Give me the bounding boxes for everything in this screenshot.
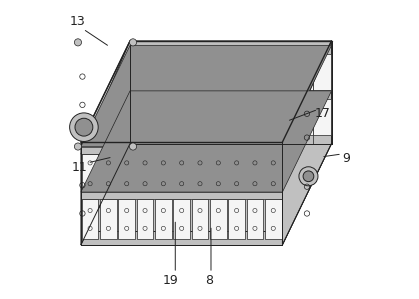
Polygon shape (259, 54, 277, 90)
Polygon shape (295, 99, 313, 135)
Polygon shape (192, 154, 208, 191)
Circle shape (70, 113, 98, 141)
Polygon shape (277, 54, 295, 90)
Circle shape (303, 171, 314, 181)
Circle shape (129, 39, 137, 46)
Polygon shape (295, 54, 313, 90)
Polygon shape (81, 147, 282, 154)
Polygon shape (277, 99, 295, 135)
Polygon shape (81, 41, 331, 154)
Polygon shape (185, 99, 203, 135)
Polygon shape (185, 54, 203, 90)
Polygon shape (228, 154, 245, 191)
Polygon shape (173, 154, 190, 191)
Polygon shape (240, 99, 258, 135)
Polygon shape (149, 99, 166, 135)
Text: 8: 8 (205, 274, 214, 287)
Polygon shape (173, 199, 190, 239)
Polygon shape (137, 199, 153, 239)
Polygon shape (81, 91, 331, 192)
Polygon shape (81, 45, 331, 147)
Polygon shape (167, 54, 185, 90)
Polygon shape (130, 99, 148, 135)
Polygon shape (149, 54, 166, 90)
Polygon shape (228, 199, 245, 239)
Polygon shape (82, 199, 98, 239)
Polygon shape (82, 154, 98, 191)
Circle shape (75, 143, 82, 150)
Polygon shape (222, 99, 240, 135)
Polygon shape (247, 199, 263, 239)
Circle shape (75, 39, 82, 46)
Polygon shape (155, 199, 172, 239)
Polygon shape (100, 154, 116, 191)
Circle shape (129, 143, 137, 150)
Polygon shape (81, 192, 282, 199)
Polygon shape (81, 142, 282, 154)
Polygon shape (259, 99, 277, 135)
Polygon shape (313, 54, 331, 90)
Text: 17: 17 (315, 107, 331, 120)
Text: 19: 19 (163, 274, 178, 287)
Polygon shape (81, 144, 331, 245)
Polygon shape (313, 99, 331, 135)
Polygon shape (130, 41, 331, 144)
Circle shape (299, 167, 318, 186)
Polygon shape (240, 54, 258, 90)
Polygon shape (192, 199, 208, 239)
Text: 13: 13 (69, 15, 85, 28)
Polygon shape (130, 54, 148, 90)
Polygon shape (282, 41, 331, 245)
Polygon shape (119, 154, 135, 191)
Polygon shape (210, 154, 227, 191)
Polygon shape (210, 199, 227, 239)
Polygon shape (100, 199, 116, 239)
Polygon shape (265, 199, 282, 239)
Text: 9: 9 (342, 152, 350, 165)
Polygon shape (222, 54, 240, 90)
Polygon shape (119, 199, 135, 239)
Text: 11: 11 (72, 161, 88, 174)
Polygon shape (247, 154, 263, 191)
Polygon shape (265, 154, 282, 191)
Polygon shape (81, 41, 130, 245)
Polygon shape (204, 99, 221, 135)
Polygon shape (137, 154, 153, 191)
Polygon shape (204, 54, 221, 90)
Circle shape (75, 118, 93, 136)
Polygon shape (167, 99, 185, 135)
Polygon shape (155, 154, 172, 191)
Polygon shape (81, 231, 282, 245)
